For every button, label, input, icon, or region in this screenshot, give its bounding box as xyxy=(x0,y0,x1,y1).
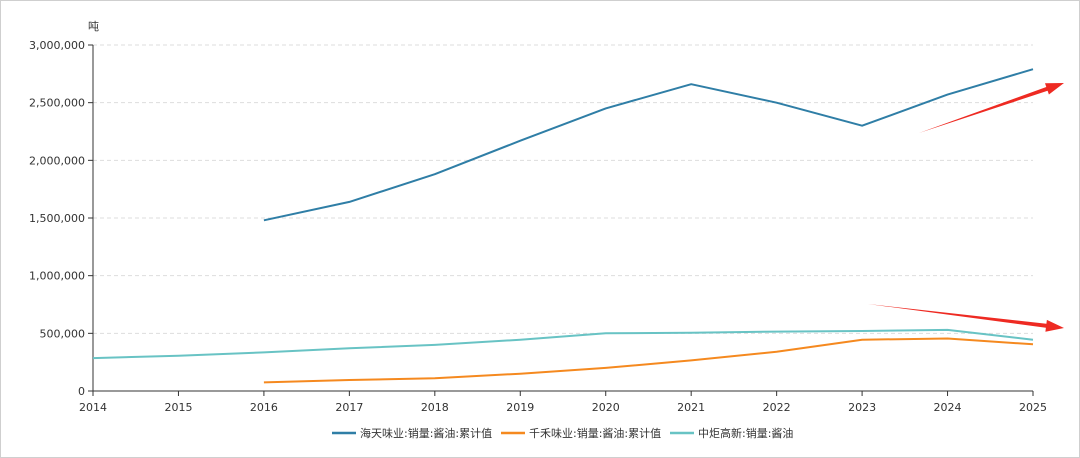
x-tick-label: 2023 xyxy=(848,401,876,414)
x-tick-label: 2017 xyxy=(335,401,363,414)
legend: 海天味业:销量:酱油:累计值 千禾味业:销量:酱油:累计值 中炬高新:销量:酱油 xyxy=(332,426,793,440)
legend-label: 中炬高新:销量:酱油 xyxy=(698,426,793,440)
y-tick-label: 3,000,000 xyxy=(29,39,85,52)
x-tick-label: 2015 xyxy=(164,401,192,414)
legend-label: 海天味业:销量:酱油:累计值 xyxy=(360,426,492,440)
y-tick-label: 2,500,000 xyxy=(29,97,85,110)
x-tick-label: 2022 xyxy=(763,401,791,414)
y-tick-label: 2,000,000 xyxy=(29,154,85,167)
legend-label: 千禾味业:销量:酱油:累计值 xyxy=(529,426,661,440)
gridlines xyxy=(93,44,1033,334)
x-tick-label: 2021 xyxy=(677,401,705,414)
x-tick-label: 2025 xyxy=(1019,401,1047,414)
y-tick-label: 1,500,000 xyxy=(29,212,85,225)
y-tick-label: 500,000 xyxy=(40,327,86,340)
series-line-2 xyxy=(263,337,1034,384)
series-line-3 xyxy=(92,328,1034,360)
x-tick-label: 2018 xyxy=(421,401,449,414)
y-axis-unit: 吨 xyxy=(88,20,99,33)
series-lines xyxy=(92,68,1034,384)
y-tick-label: 0 xyxy=(78,385,85,398)
series-line-1 xyxy=(263,68,1034,222)
trend-arrows xyxy=(868,83,1064,332)
x-tick-label: 2014 xyxy=(79,401,107,414)
y-tick-label: 1,000,000 xyxy=(29,270,85,283)
x-axis-ticks: 2014 2015 2016 2017 2018 2019 2020 2021 2022 2023… xyxy=(79,391,1047,414)
x-tick-label: 2020 xyxy=(592,401,620,414)
trend-arrow-down xyxy=(868,304,1064,332)
x-tick-label: 2016 xyxy=(250,401,278,414)
trend-arrow-up xyxy=(919,83,1064,133)
y-axis-ticks: 0 500,000 1,000,000 1,500,000 2,000,000 2,500… xyxy=(29,39,93,398)
x-tick-label: 2024 xyxy=(934,401,962,414)
x-tick-label: 2019 xyxy=(506,401,534,414)
